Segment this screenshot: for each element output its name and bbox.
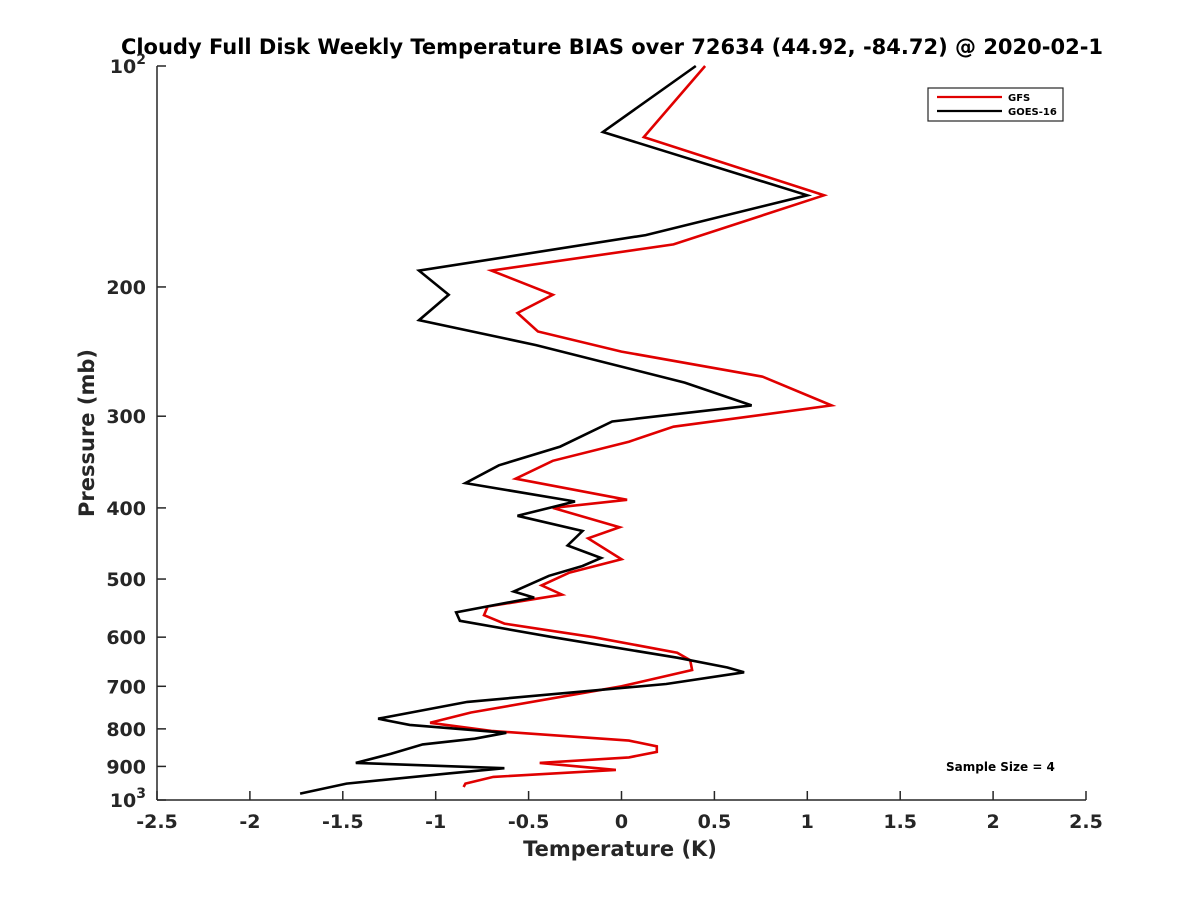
y-tick-label: 800	[106, 719, 146, 741]
x-tick-label: -2.5	[136, 811, 178, 833]
x-tick-label: 1	[801, 811, 814, 833]
y-tick-label: 200	[106, 277, 146, 299]
x-tick-label: 2.5	[1069, 811, 1103, 833]
x-axis-ticks: -2.5 -2 -1.5 -1 -0.5 0 0.5 1 1.5 2 2.5	[136, 791, 1103, 833]
y-tick-label: 900	[106, 756, 146, 778]
x-tick-label: 2	[986, 811, 999, 833]
y-tick-label: 103	[110, 786, 146, 812]
legend-label-goes16: GOES-16	[1008, 107, 1057, 118]
sample-size-annotation: Sample Size = 4	[946, 760, 1055, 774]
y-axis-label: Pressure (mb)	[75, 349, 99, 517]
legend-box	[927, 87, 1064, 122]
x-tick-label: -1	[425, 811, 446, 833]
y-tick-label: 400	[106, 498, 146, 520]
x-tick-label: -1.5	[322, 811, 364, 833]
series-line-goes16	[299, 64, 813, 795]
x-tick-label: -2	[239, 811, 260, 833]
plot-area: -2.5 -2 -1.5 -1 -0.5 0 0.5 1 1.5 2 2.5 102 200 300 40…	[106, 52, 1103, 833]
series-layer	[299, 64, 837, 795]
y-tick-label: 600	[106, 627, 146, 649]
x-tick-label: 0.5	[698, 811, 732, 833]
series-line-gfs	[429, 65, 837, 788]
x-tick-label: -0.5	[508, 811, 550, 833]
y-tick-label: 500	[106, 569, 146, 591]
legend: GFS GOES-16	[927, 87, 1064, 122]
y-tick-label: 300	[106, 406, 146, 428]
x-tick-label: 1.5	[883, 811, 917, 833]
legend-label-gfs: GFS	[1008, 93, 1030, 104]
y-tick-label: 700	[106, 676, 146, 698]
y-tick-label: 102	[110, 52, 146, 78]
x-axis-label: Temperature (K)	[523, 837, 717, 861]
y-axis-ticks: 102 200 300 400 500 600 700 800 900 103	[106, 52, 166, 812]
chart-title: Cloudy Full Disk Weekly Temperature BIAS…	[121, 35, 1103, 59]
x-tick-label: 0	[615, 811, 628, 833]
